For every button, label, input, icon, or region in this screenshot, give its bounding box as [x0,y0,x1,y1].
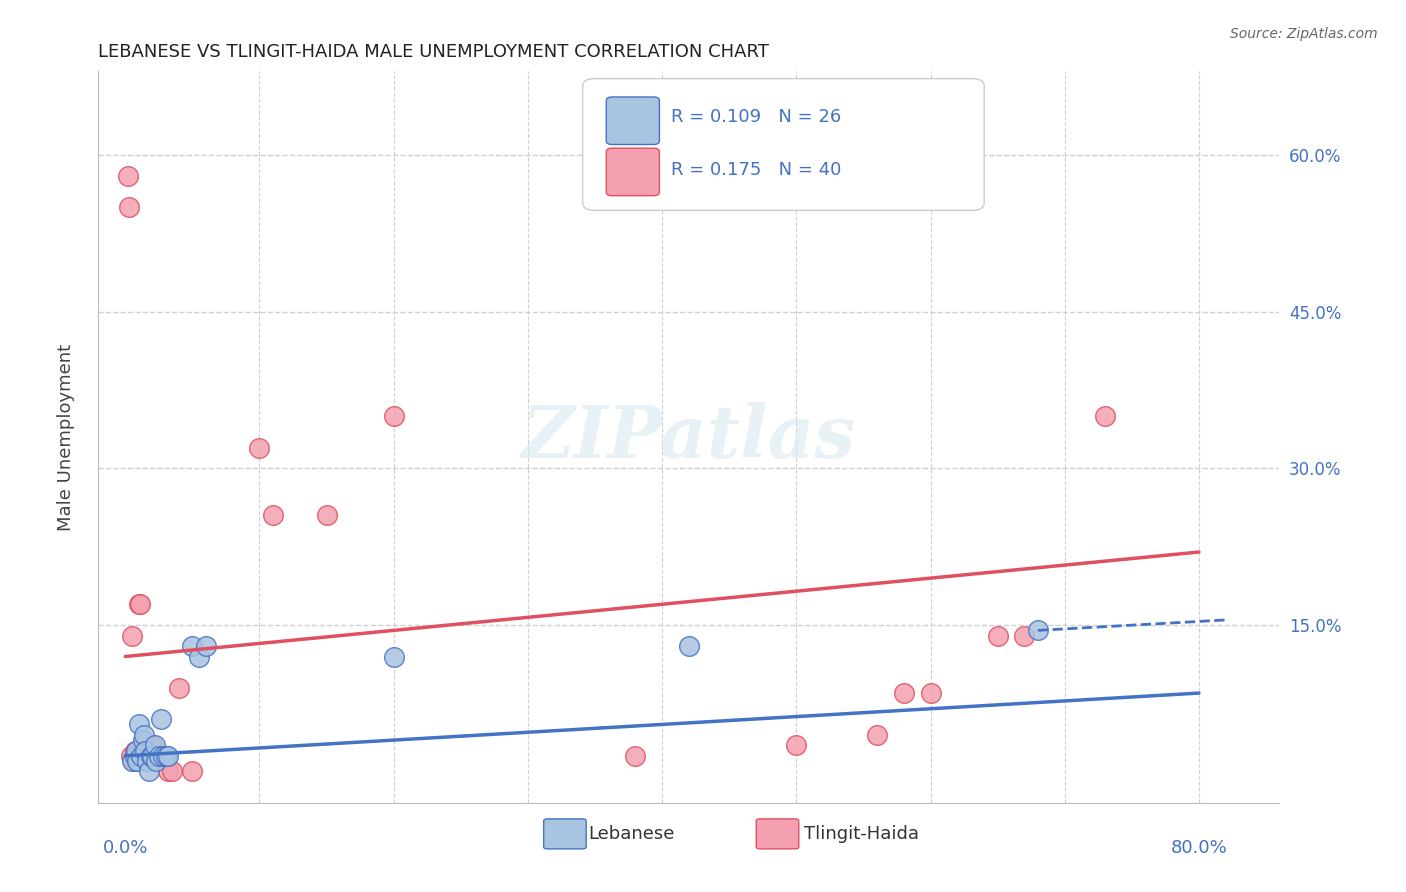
Point [157,748,180,763]
Text: LEBANESE VS TLINGIT-HAIDA MALE UNEMPLOYMENT CORRELATION CHART: LEBANESE VS TLINGIT-HAIDA MALE UNEMPLOYM… [98,44,769,62]
Point [128,597,150,611]
Point [127,754,149,768]
Point [124,748,146,763]
Point [141,748,163,763]
Point [1026,624,1049,638]
Text: R = 0.175   N = 40: R = 0.175 N = 40 [671,161,842,179]
Point [121,629,143,643]
Point [157,764,180,779]
Point [138,748,160,763]
Point [124,743,146,757]
Point [135,754,157,768]
Point [120,748,142,763]
Text: ZIPatlas: ZIPatlas [522,401,856,473]
Point [382,649,405,664]
Point [148,748,170,763]
Point [145,754,167,768]
Point [382,409,405,424]
Point [624,748,647,763]
Point [118,200,141,214]
Point [132,748,155,763]
Point [155,748,177,763]
Point [139,739,162,753]
Text: Source: ZipAtlas.com: Source: ZipAtlas.com [1230,27,1378,41]
Point [150,712,173,726]
Point [125,743,148,757]
Point [155,748,177,763]
Point [785,739,807,753]
Point [1014,629,1036,643]
Text: Tlingit-Haida: Tlingit-Haida [803,825,918,843]
Point [131,748,153,763]
Point [167,681,190,695]
Point [139,748,162,763]
Point [129,597,152,611]
Point [145,748,167,763]
Point [1094,409,1116,424]
Point [127,748,149,763]
Point [121,754,143,768]
Point [117,169,139,183]
Point [132,748,155,763]
Point [135,748,157,763]
FancyBboxPatch shape [756,819,799,849]
Point [893,686,915,700]
Point [143,748,166,763]
Point [162,764,184,779]
FancyBboxPatch shape [582,78,984,211]
Point [249,441,271,455]
FancyBboxPatch shape [606,148,659,195]
Point [181,639,204,653]
Point [136,743,159,757]
Point [125,754,148,768]
Point [134,743,156,757]
Y-axis label: Male Unemployment: Male Unemployment [56,343,75,531]
Point [128,717,150,731]
Text: Lebanese: Lebanese [589,825,675,843]
Point [194,639,217,653]
FancyBboxPatch shape [606,97,659,145]
Point [122,754,145,768]
FancyBboxPatch shape [544,819,586,849]
Point [131,748,153,763]
Point [132,733,155,747]
Text: 80.0%: 80.0% [1171,839,1227,857]
Point [987,629,1010,643]
Point [920,686,942,700]
Point [150,748,173,763]
Point [134,748,156,763]
Point [188,649,211,664]
Point [143,739,166,753]
Point [138,764,160,779]
Point [181,764,204,779]
Text: 0.0%: 0.0% [103,839,148,857]
Point [152,748,174,763]
Point [262,508,284,523]
Point [315,508,337,523]
Point [132,728,155,742]
Point [866,728,889,742]
Text: R = 0.109   N = 26: R = 0.109 N = 26 [671,108,841,126]
Point [148,748,170,763]
Point [141,739,163,753]
Point [678,639,700,653]
